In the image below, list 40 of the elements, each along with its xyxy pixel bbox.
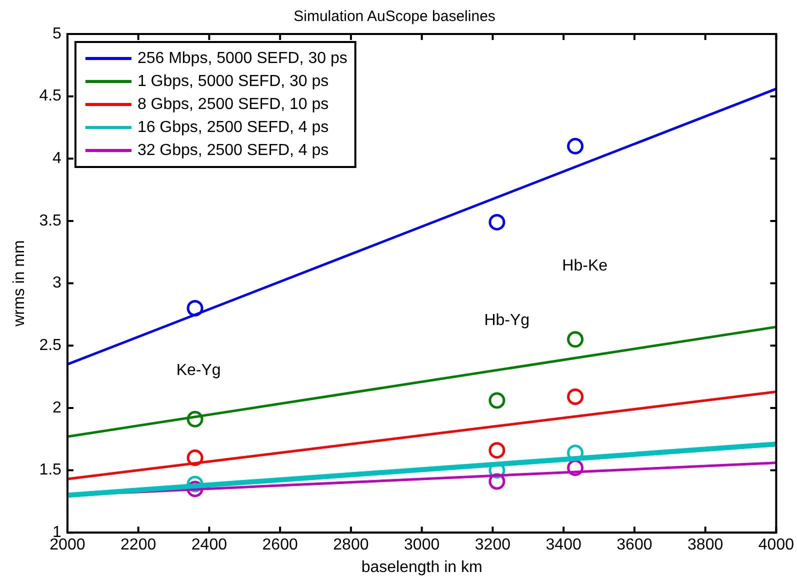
x-axis-title: baselength in km [361,558,482,576]
point [567,331,584,348]
legend-label: 256 Mbps, 5000 SEFD, 30 ps [137,50,348,67]
point [186,450,204,466]
legend-label: 8 Gbps, 2500 SEFD, 10 ps [137,96,329,113]
x-tick-label: 4000 [758,536,794,554]
y-tick-label: 2.5 [39,337,62,354]
legend-label: 32 Gbps, 2500 SEFD, 4 ps [137,142,329,159]
point [567,138,584,154]
y-tick-label: 4 [52,150,62,168]
legend-label: 1 Gbps, 5000 SEFD, 30 ps [137,72,329,90]
chart-title: Simulation AuScope baselines [294,8,496,26]
y-tick-label: 5 [52,25,62,42]
x-tick-label: 3800 [688,536,724,554]
y-tick-label: 3 [52,274,62,292]
point [488,473,506,490]
legend-label: 16 Gbps, 2500 SEFD, 4 ps [137,118,329,136]
x-tick-label: 3000 [404,536,440,554]
x-tick-label: 3400 [546,536,582,554]
point [488,392,506,409]
annotation: Ke-Yg [176,362,221,379]
point [567,460,584,476]
point [186,410,204,428]
x-tick-label: 2400 [191,536,228,554]
y-axis-title: wrms in mm [11,240,28,328]
point [567,388,584,405]
annotation: Hb-Yg [484,312,530,330]
y-tick-label: 1.5 [39,462,62,479]
x-tick-label: 2200 [120,536,156,554]
point [488,442,506,459]
annotation: Hb-Ke [562,257,608,274]
x-tick-label: 3200 [474,536,511,554]
point [488,214,506,230]
x-tick-label: 3600 [616,536,652,554]
x-tick-label: 2600 [262,536,298,554]
y-tick-label: 2 [52,399,62,416]
x-tick-label: 2800 [333,536,369,554]
y-tick-label: 3.5 [39,212,62,230]
point [186,300,204,316]
y-tick-label: 4.5 [39,88,62,105]
